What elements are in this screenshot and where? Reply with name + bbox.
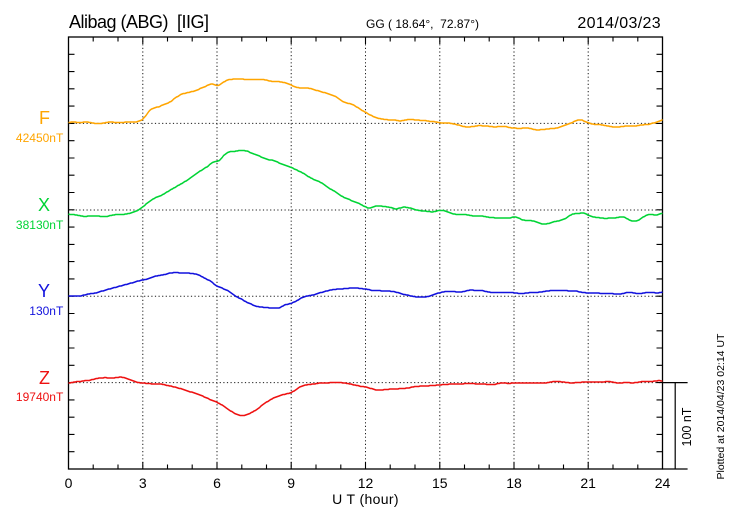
svg-text:100 nT: 100 nT: [680, 407, 694, 446]
svg-text:Plotted at 2014/04/23 02:14 UT: Plotted at 2014/04/23 02:14 UT: [715, 333, 727, 480]
